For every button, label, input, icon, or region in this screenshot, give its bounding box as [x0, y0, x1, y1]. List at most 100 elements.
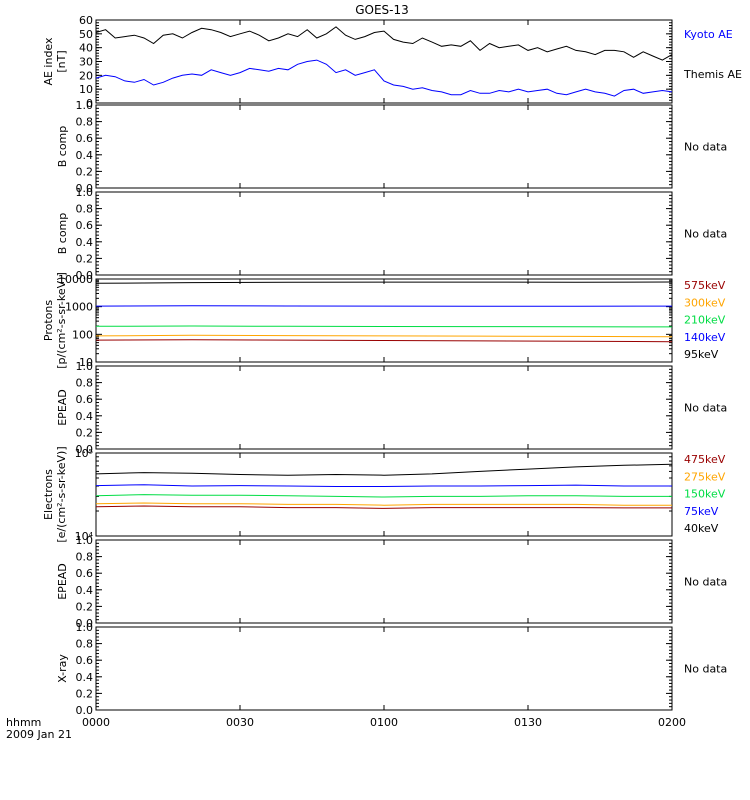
y-axis-label: Protons [42, 300, 55, 341]
panel-frame [95, 365, 673, 450]
y-axis-label: [e/(cm²-s-sr-keV)] [55, 446, 68, 542]
series-line-1 [95, 26, 673, 61]
no-data-label: No data [684, 141, 727, 154]
panel-frame [95, 104, 673, 189]
y-axis-label: Electrons [42, 469, 55, 520]
panel-frame [95, 452, 673, 537]
panel-7: 0.0 0.2 0.4 0.6 0.8 1.0 EPEAD No data [56, 534, 727, 630]
legend-entry: 40keV [684, 522, 719, 535]
x-axis-ticks: 0000 0030 0100 0130 0200 [82, 716, 686, 729]
y-axis-label: EPEAD [56, 389, 69, 426]
y-tick-label: 1.0 [76, 621, 94, 634]
series-line-1 [95, 281, 673, 284]
x-tick-label: 0100 [370, 716, 398, 729]
panel-frame [95, 278, 673, 363]
y-tick-label: 0.8 [76, 551, 94, 564]
y-tick-label: 0.4 [76, 584, 94, 597]
legend-entry: Kyoto AE [684, 28, 733, 41]
series-line-1 [95, 463, 673, 476]
no-data-label: No data [684, 228, 727, 241]
time-axis-label: hhmm [6, 716, 41, 729]
legend-entry: 150keV [684, 488, 726, 501]
panel-8: 0.0 0.2 0.4 0.6 0.8 1.0 X-ray No data [56, 621, 727, 717]
y-tick-label: 0.4 [76, 410, 94, 423]
y-tick-label: 0.0 [76, 617, 94, 630]
panel-4: 10 100 1000 10000 Protons [p/(cm²-s-sr-keV)] 5… [42, 272, 726, 369]
y-tick-label: 10 [79, 83, 93, 96]
series-line-2 [95, 484, 672, 487]
y-tick-label: 0.4 [76, 149, 94, 162]
y-tick-label: 0.6 [76, 132, 94, 145]
y-tick-label: 0.6 [76, 654, 94, 667]
y-tick-label: 40 [79, 42, 93, 55]
series-line-5 [95, 505, 672, 509]
legend-entry: 95keV [684, 348, 719, 361]
y-tick-label: 0.2 [76, 165, 94, 178]
panel-2: 0.0 0.2 0.4 0.6 0.8 1.0 B comp No data [56, 99, 727, 195]
y-tick-label: 50 [79, 28, 93, 41]
y-tick-label: 0.4 [76, 671, 94, 684]
series-line-5 [95, 339, 673, 343]
x-tick-label: 0000 [82, 716, 110, 729]
x-tick-label: 0030 [226, 716, 254, 729]
y-axis-label: B comp [56, 126, 69, 168]
series-line-4 [95, 502, 672, 506]
y-tick-label: 30 [79, 56, 93, 69]
panel-6: 10⁴ 10⁵ Electrons [e/(cm²-s-sr-keV)] 475keV 2… [42, 446, 726, 543]
y-tick-label: 1000 [65, 301, 93, 314]
series-line-2 [95, 59, 673, 97]
y-tick-label: 0 [86, 97, 93, 110]
y-tick-label: 0.0 [76, 443, 94, 456]
y-tick-label: 0.0 [76, 182, 94, 195]
chart-title: GOES-13 [355, 3, 409, 17]
y-tick-label: 0.2 [76, 600, 94, 613]
y-tick-label: 10⁴ [75, 530, 94, 543]
no-data-label: No data [684, 402, 727, 415]
series-line-4 [95, 334, 673, 338]
y-tick-label: 0.6 [76, 393, 94, 406]
legend-entry: 475keV [684, 453, 726, 466]
y-axis-label: EPEAD [56, 563, 69, 600]
y-axis-label: [nT] [55, 50, 68, 72]
y-tick-label: 0.8 [76, 638, 94, 651]
y-tick-label: 0.8 [76, 116, 94, 129]
series-line-2 [95, 305, 673, 307]
y-tick-label: 100 [72, 328, 93, 341]
legend-entry: 140keV [684, 331, 726, 344]
legend-entry: 575keV [684, 279, 726, 292]
legend-entry: Themis AE [683, 68, 742, 81]
y-tick-label: 1.0 [76, 99, 94, 112]
x-tick-label: 0200 [658, 716, 686, 729]
y-tick-label: 10 [79, 356, 93, 369]
legend-entry: 210keV [684, 314, 726, 327]
date-label: 2009 Jan 21 [6, 728, 72, 741]
no-data-label: No data [684, 576, 727, 589]
series-line-3 [95, 325, 673, 328]
panel-frame [95, 19, 673, 104]
series-line-3 [95, 494, 672, 498]
legend-entry: 275keV [684, 470, 726, 483]
y-tick-label: 0.8 [76, 377, 94, 390]
y-tick-label: 0.6 [76, 219, 94, 232]
y-tick-label: 0.6 [76, 567, 94, 580]
y-tick-label: 1.0 [76, 360, 94, 373]
panel-frame [95, 191, 673, 276]
legend-entry: 300keV [684, 296, 726, 309]
y-tick-label: 10⁵ [75, 447, 93, 460]
y-tick-label: 0.2 [76, 687, 94, 700]
y-axis-label: B comp [56, 213, 69, 255]
y-tick-label: 0.0 [76, 269, 94, 282]
y-axis-label: AE index [42, 37, 55, 86]
panel-3: 0.0 0.2 0.4 0.6 0.8 1.0 B comp No data [56, 186, 727, 282]
no-data-label: No data [684, 663, 727, 676]
y-tick-label: 0.2 [76, 426, 94, 439]
x-tick-label: 0130 [514, 716, 542, 729]
y-tick-label: 0.2 [76, 252, 94, 265]
legend-entry: 75keV [684, 505, 719, 518]
y-tick-label: 10000 [58, 273, 93, 286]
y-tick-label: 0.4 [76, 236, 94, 249]
panel-5: 0.0 0.2 0.4 0.6 0.8 1.0 EPEAD No data [56, 360, 727, 456]
